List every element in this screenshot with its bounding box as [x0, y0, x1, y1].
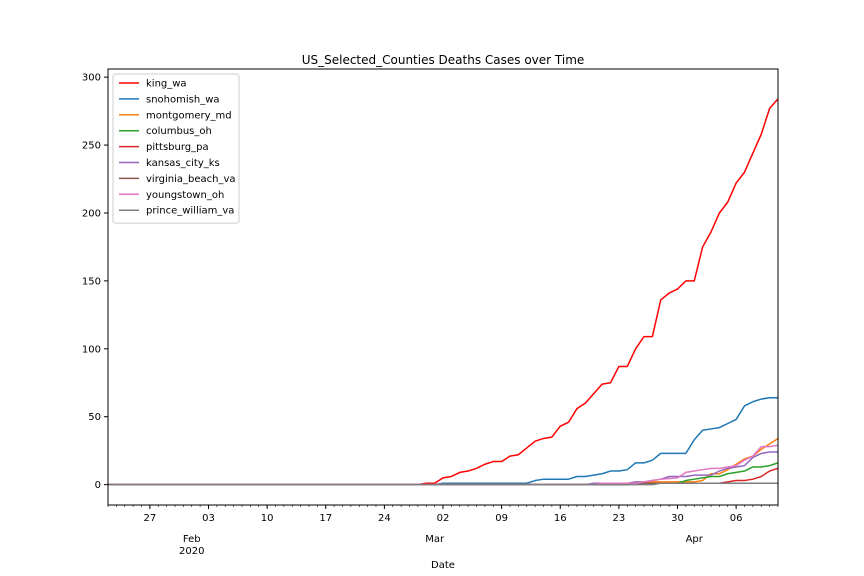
- chart-title: US_Selected_Counties Deaths Cases over T…: [302, 53, 585, 67]
- y-tick-label: 100: [82, 344, 101, 355]
- legend-label: virginia_beach_va: [146, 174, 236, 185]
- x-tick-label: 09: [495, 513, 508, 524]
- x-month-label: Mar: [425, 534, 445, 545]
- x-tick-label: 23: [613, 513, 626, 524]
- x-tick-label: 02: [437, 513, 450, 524]
- series-line-youngstown-oh: [108, 444, 778, 486]
- x-year-label: 2020: [179, 546, 204, 557]
- legend-label: youngstown_oh: [146, 190, 224, 201]
- x-month-label: Feb: [183, 534, 201, 545]
- plot-lines: [108, 97, 778, 486]
- y-tick-label: 250: [82, 141, 101, 152]
- legend-label: king_wa: [146, 79, 187, 90]
- legend-box: [112, 73, 240, 224]
- legend-label: snohomish_wa: [146, 94, 220, 105]
- y-tick-label: 50: [88, 412, 101, 423]
- legend-label: montgomery_md: [146, 110, 232, 121]
- y-tick-label: 300: [82, 73, 101, 84]
- series-line-kansas-city-ks: [108, 450, 778, 486]
- legend-label: prince_william_va: [146, 206, 234, 217]
- x-tick-label: 10: [261, 513, 274, 524]
- x-month-label: Apr: [686, 534, 704, 545]
- y-axis: 0 50 100 150 200 250 300: [82, 73, 108, 491]
- y-tick-label: 0: [95, 480, 101, 491]
- series-line-king-wa: [108, 97, 778, 486]
- series-line-snohomish-wa: [108, 396, 778, 486]
- legend-label: kansas_city_ks: [146, 158, 220, 169]
- x-tick-label: 16: [554, 513, 567, 524]
- legend: king_wa snohomish_wa montgomery_md columbus…: [112, 73, 240, 224]
- y-tick-label: 200: [82, 208, 101, 219]
- y-tick-label: 150: [82, 276, 101, 287]
- x-axis-title: Date: [431, 560, 455, 571]
- x-tick-label: 27: [144, 513, 157, 524]
- legend-label: pittsburg_pa: [146, 142, 209, 153]
- x-tick-label: 17: [319, 513, 332, 524]
- series-line-prince-william-va: [108, 482, 778, 486]
- x-tick-label: 06: [730, 513, 743, 524]
- x-tick-label: 03: [202, 513, 215, 524]
- x-tick-label: 30: [671, 513, 684, 524]
- legend-label: columbus_oh: [146, 126, 212, 137]
- x-tick-label: 24: [378, 513, 391, 524]
